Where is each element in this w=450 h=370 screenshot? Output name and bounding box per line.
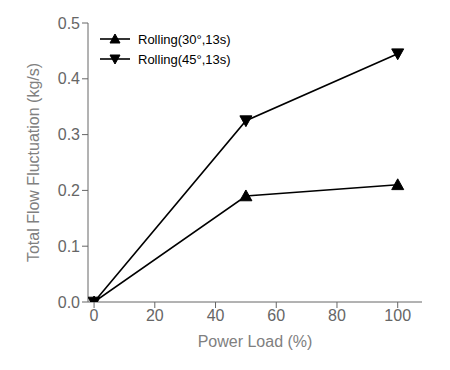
svg-text:80: 80 xyxy=(328,307,346,324)
svg-text:0.5: 0.5 xyxy=(58,15,80,32)
svg-text:60: 60 xyxy=(267,307,285,324)
svg-text:20: 20 xyxy=(146,307,164,324)
svg-text:0.0: 0.0 xyxy=(58,294,80,311)
svg-text:100: 100 xyxy=(384,307,411,324)
svg-text:0.4: 0.4 xyxy=(58,70,80,87)
svg-text:0.2: 0.2 xyxy=(58,182,80,199)
svg-text:0.3: 0.3 xyxy=(58,126,80,143)
svg-text:Power Load (%): Power Load (%) xyxy=(198,333,313,350)
html-text:Rolling(45°,13s): Rolling(45°,13s) xyxy=(138,51,231,67)
svg-text:0: 0 xyxy=(90,307,99,324)
svg-text:40: 40 xyxy=(207,307,225,324)
svg-text:Total Flow Fluctuation (kg/s): Total Flow Fluctuation (kg/s) xyxy=(25,63,42,262)
svg-text:0.1: 0.1 xyxy=(58,238,80,255)
html-text:Rolling(30°,13s): Rolling(30°,13s) xyxy=(138,31,231,47)
